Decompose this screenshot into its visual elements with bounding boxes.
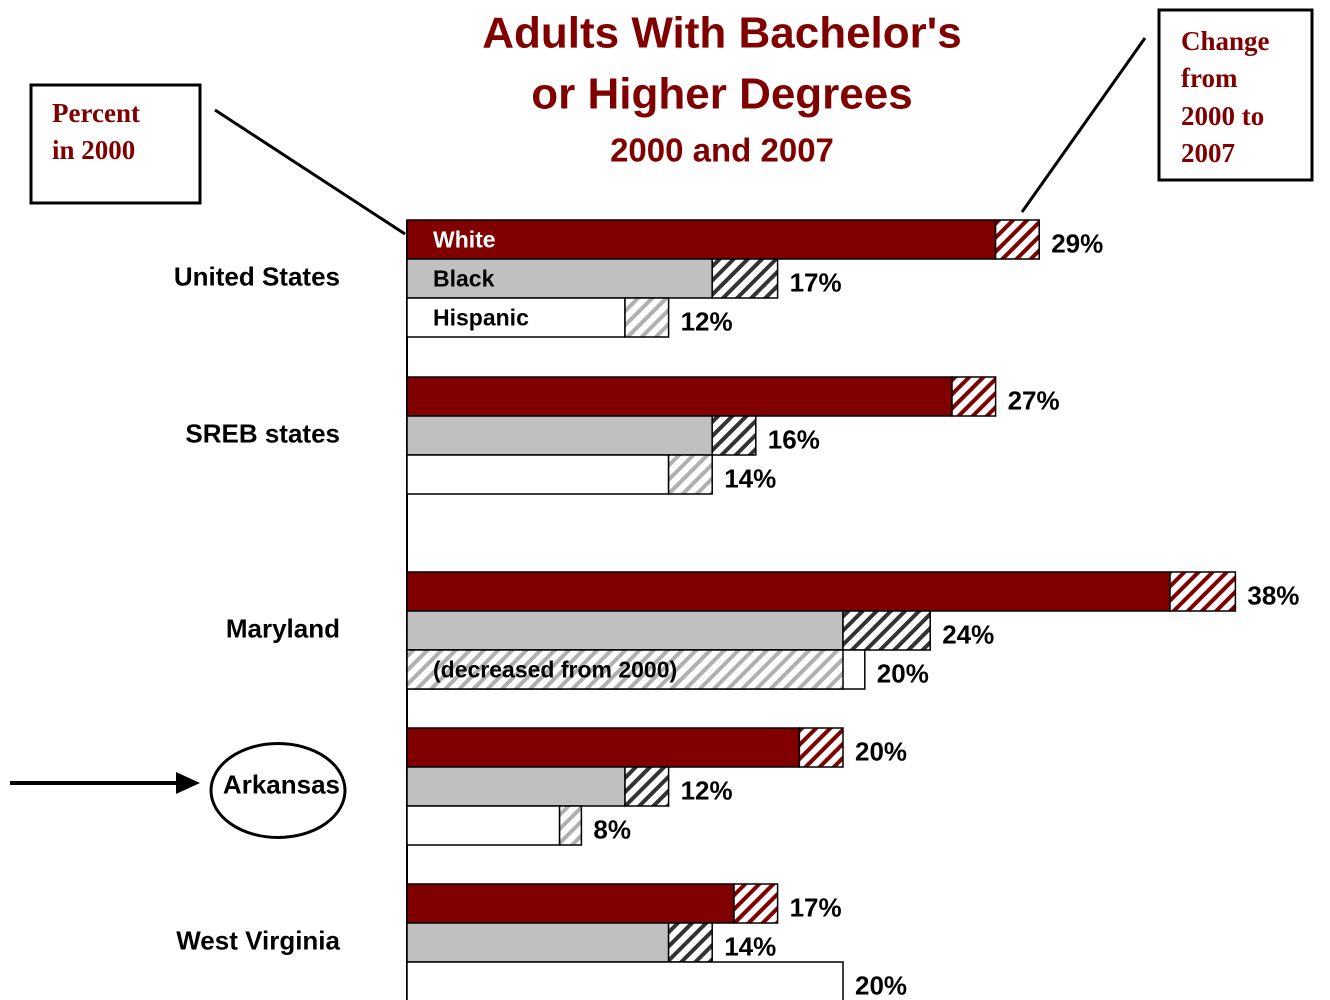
bar-change xyxy=(406,649,844,690)
bar-2000 xyxy=(406,454,670,495)
annotation: 2000 to xyxy=(1181,101,1264,131)
series-label: Hispanic xyxy=(433,305,529,331)
bar-2000 xyxy=(406,883,735,924)
value-label: 12% xyxy=(681,775,733,805)
value-label: 16% xyxy=(768,424,820,454)
bar-change xyxy=(994,219,1040,260)
annotation-box xyxy=(1157,8,1314,182)
annotation: in 2000 xyxy=(52,135,135,165)
chart-subtitle: 2000 and 2007 xyxy=(610,132,834,169)
bar-change xyxy=(798,727,844,768)
value-label: 24% xyxy=(942,619,994,649)
bar-2000 xyxy=(406,258,713,299)
bar-change xyxy=(624,766,670,807)
bar-change xyxy=(558,805,583,846)
leader-line xyxy=(1020,37,1147,213)
value-label: 20% xyxy=(877,658,929,688)
annotation: (decreased from 2000) xyxy=(433,657,677,683)
value-label: 38% xyxy=(1247,580,1299,610)
chart-title: or Higher Degrees xyxy=(531,70,912,119)
leader-line xyxy=(214,108,406,236)
value-label: 14% xyxy=(724,931,776,961)
annotation: 2007 xyxy=(1181,138,1235,168)
bar-change xyxy=(667,454,713,495)
bar-change xyxy=(711,415,757,456)
bar-change xyxy=(842,610,931,651)
bar-change xyxy=(667,922,713,963)
value-label: 20% xyxy=(855,970,907,1000)
bar-2000 xyxy=(406,766,626,807)
value-label: 29% xyxy=(1051,228,1103,258)
bar-2000 xyxy=(406,376,953,417)
bar-change xyxy=(733,883,779,924)
value-label: 20% xyxy=(855,736,907,766)
bar-change xyxy=(711,258,779,299)
bar-change xyxy=(1169,571,1237,612)
bar-2000 xyxy=(406,415,713,456)
bar-2000 xyxy=(406,610,844,651)
annotation: Percent xyxy=(52,98,140,128)
bar-2000 xyxy=(406,727,801,768)
value-label: 8% xyxy=(593,814,631,844)
value-label: 17% xyxy=(790,267,842,297)
value-label: 12% xyxy=(681,306,733,336)
category-label: Arkansas xyxy=(223,769,340,799)
series-label: Black xyxy=(433,266,495,292)
bar-change xyxy=(951,376,997,417)
arrow-head xyxy=(176,772,200,794)
value-label: 14% xyxy=(724,463,776,493)
bar-2000 xyxy=(406,922,670,963)
annotation-box xyxy=(29,83,202,205)
series-label: White xyxy=(433,227,496,253)
category-label: West Virginia xyxy=(176,925,340,955)
annotation: Change xyxy=(1181,26,1270,56)
value-label: 27% xyxy=(1008,385,1060,415)
annotation: from xyxy=(1181,63,1238,93)
bar-change xyxy=(624,297,670,338)
bar-2000 xyxy=(406,805,561,846)
bar-2000 xyxy=(406,961,844,1000)
bar-2000 xyxy=(406,571,1171,612)
category-label: SREB states xyxy=(185,418,340,448)
highlight-ellipse xyxy=(209,742,347,839)
chart-title: Adults With Bachelor's xyxy=(482,9,961,58)
category-label: Maryland xyxy=(226,613,340,643)
bar-2000 xyxy=(406,219,997,260)
category-label: United States xyxy=(174,261,340,291)
value-label: 17% xyxy=(790,892,842,922)
